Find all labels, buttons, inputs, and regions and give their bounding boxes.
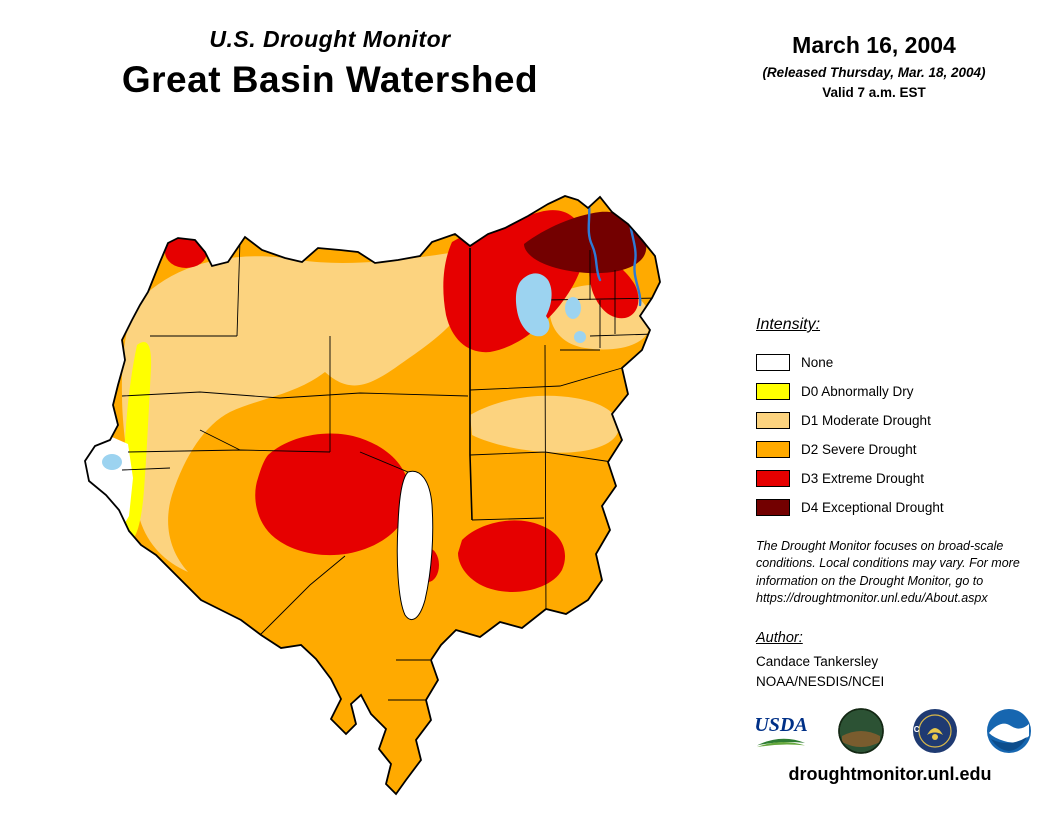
disclaimer-text: The Drought Monitor focuses on broad-sca… [756, 539, 1020, 605]
usda-swoosh-icon [757, 738, 805, 747]
ndmc-logo: NDMC [838, 708, 920, 754]
noaa-logo [986, 708, 1032, 754]
watershed-boundary [84, 195, 661, 796]
ndmc-logo-circle: NDMC [838, 708, 920, 754]
legend-item-d1: D1 Moderate Drought [756, 406, 1036, 435]
legend-label-d0: D0 Abnormally Dry [801, 384, 914, 399]
author-organization: NOAA/NESDIS/NCEI [756, 674, 885, 689]
county-boundary-lines [121, 239, 660, 701]
author-heading: Author: [756, 630, 803, 646]
legend-swatch-d1 [756, 412, 790, 429]
site-url: droughtmonitor.unl.edu [788, 764, 992, 784]
doc-seal-icon [913, 709, 957, 753]
logo-row: USDA NDMC [752, 702, 1032, 760]
author-name: Candace Tankersley [756, 654, 879, 669]
report-title: U.S. Drought Monitor [209, 26, 451, 52]
date-block: March 16, 2004 (Released Thursday, Mar. … [724, 32, 1024, 100]
title-block: U.S. Drought Monitor Great Basin Watersh… [80, 26, 580, 101]
usda-logo-text: USDA [754, 713, 808, 736]
author-block: Author: Candace Tankersley NOAA/NESDIS/N… [756, 630, 1030, 689]
legend-label-d2: D2 Severe Drought [801, 442, 917, 457]
legend-item-d4: D4 Exceptional Drought [756, 493, 1036, 522]
legend-swatch-d4 [756, 499, 790, 516]
legend-label-none: None [801, 355, 834, 370]
ndmc-icon [838, 708, 884, 754]
none-region-central-valley [396, 470, 434, 620]
d1-region-east-band [470, 395, 619, 453]
d3-region-river-east [589, 259, 639, 319]
noaa-seagull-icon [987, 709, 1031, 753]
legend-title: Intensity: [756, 316, 821, 333]
d3-region-south-central [458, 520, 566, 592]
legend-item-d3: D3 Extreme Drought [756, 464, 1036, 493]
d3-region-central [255, 433, 411, 556]
great-salt-lake [515, 273, 552, 337]
legend-swatch-d3 [756, 470, 790, 487]
legend-label-d4: D4 Exceptional Drought [801, 500, 944, 515]
river-bear [586, 196, 602, 282]
doc-seal-logo [912, 708, 958, 754]
valid-time: Valid 7 a.m. EST [822, 85, 926, 100]
map-date: March 16, 2004 [792, 32, 956, 58]
legend-label-d3: D3 Extreme Drought [801, 471, 925, 486]
legend-label-d1: D1 Moderate Drought [801, 413, 931, 428]
release-date: (Released Thursday, Mar. 18, 2004) [762, 65, 986, 80]
d3-region-north-small [165, 236, 207, 268]
lake-northeast [565, 297, 581, 319]
d4-region-northeast [524, 211, 647, 274]
region-title: Great Basin Watershed [121, 59, 539, 100]
legend: Intensity: None D0 Abnormally Dry D1 Mod… [756, 316, 1036, 522]
lake-west [102, 454, 122, 470]
legend-swatch-none [756, 354, 790, 371]
legend-item-d0: D0 Abnormally Dry [756, 377, 1036, 406]
legend-swatch-d2 [756, 441, 790, 458]
drought-map [84, 195, 661, 796]
legend-item-d2: D2 Severe Drought [756, 435, 1036, 464]
legend-item-none: None [756, 348, 1036, 377]
utah-lake [574, 331, 586, 343]
ndmc-logo-text: NDMC [894, 725, 920, 734]
legend-swatch-d0 [756, 383, 790, 400]
d1-region-northwest [121, 250, 469, 572]
usda-logo: USDA [752, 715, 810, 748]
